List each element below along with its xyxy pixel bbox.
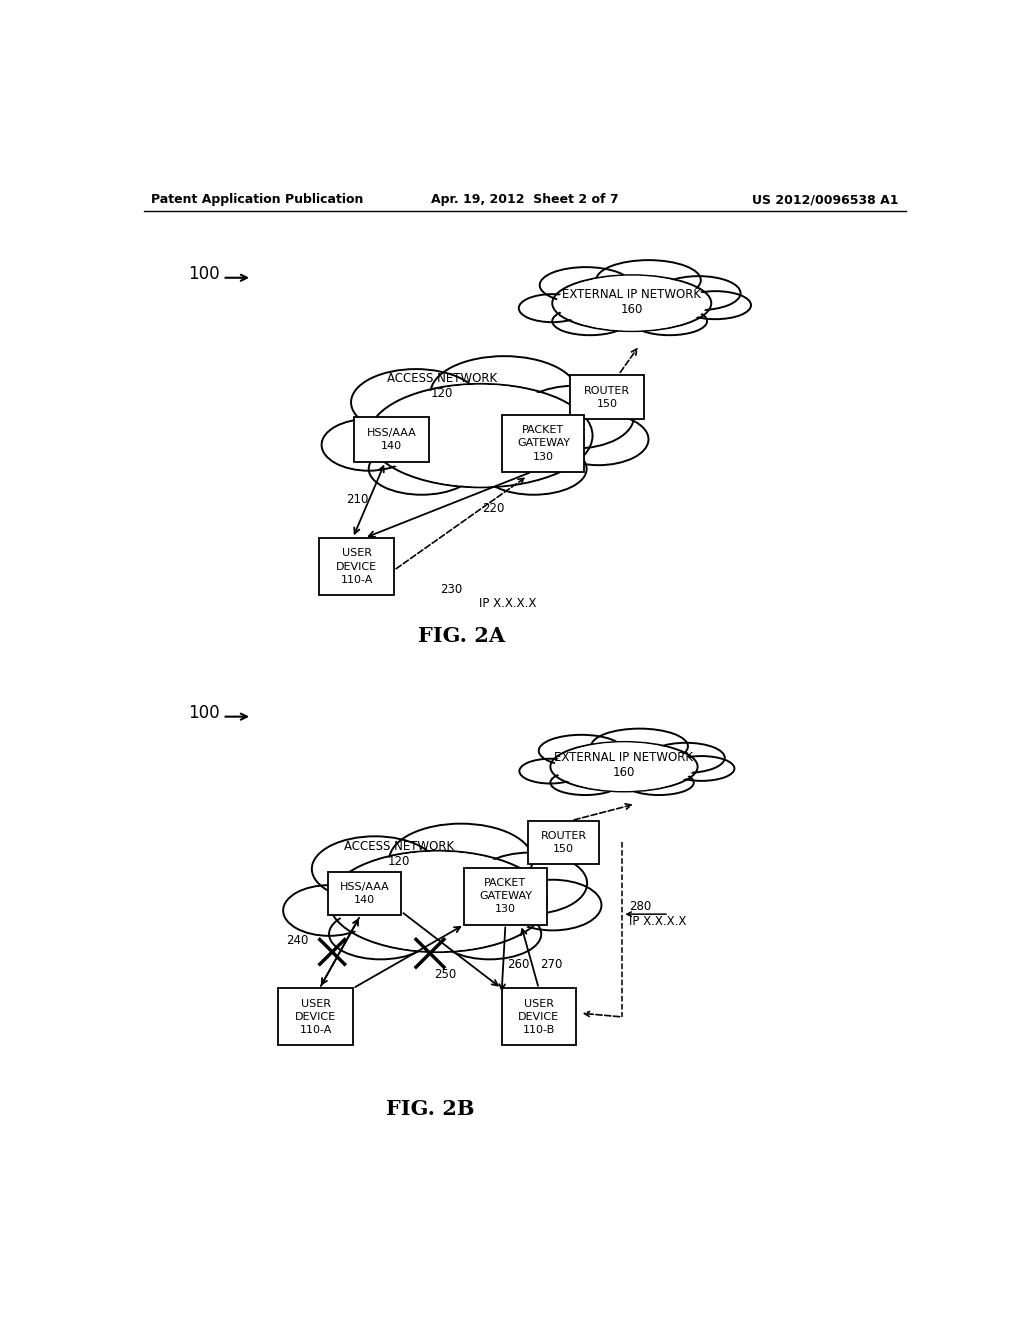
Ellipse shape [312,837,438,902]
Bar [464,867,547,924]
Ellipse shape [591,729,688,764]
Text: HSS/AAA
140: HSS/AAA 140 [340,882,389,906]
Ellipse shape [504,879,601,931]
Bar [503,414,585,471]
Ellipse shape [519,294,586,322]
Text: ROUTER
150: ROUTER 150 [541,830,587,854]
Ellipse shape [369,444,475,495]
Text: EXTERNAL IP NETWORK
160: EXTERNAL IP NETWORK 160 [555,751,693,779]
Ellipse shape [329,908,432,960]
Ellipse shape [389,824,532,896]
Text: USER
DEVICE
110-A: USER DEVICE 110-A [295,999,336,1035]
Ellipse shape [550,742,697,792]
Text: PACKET
GATEWAY
130: PACKET GATEWAY 130 [479,878,531,915]
Text: 210: 210 [346,494,369,507]
Ellipse shape [624,771,693,795]
Text: 270: 270 [541,958,562,970]
Ellipse shape [369,384,593,487]
Ellipse shape [540,267,632,304]
Bar [279,989,352,1045]
Bar [328,873,401,915]
Ellipse shape [680,292,751,319]
Text: IP X.X.X.X: IP X.X.X.X [629,915,686,928]
Ellipse shape [322,418,416,471]
Ellipse shape [335,851,542,952]
Text: 280: 280 [629,900,651,913]
Text: 100: 100 [187,704,219,722]
Ellipse shape [539,735,624,767]
Ellipse shape [632,308,708,335]
Ellipse shape [516,385,634,449]
Ellipse shape [669,756,734,781]
Text: PACKET
GATEWAY
130: PACKET GATEWAY 130 [517,425,570,462]
Text: FIG. 2B: FIG. 2B [386,1100,474,1119]
Text: USER
DEVICE
110-B: USER DEVICE 110-B [518,999,559,1035]
Text: 220: 220 [482,502,505,515]
Text: HSS/AAA
140: HSS/AAA 140 [367,428,417,451]
Text: Apr. 19, 2012  Sheet 2 of 7: Apr. 19, 2012 Sheet 2 of 7 [431,193,618,206]
Ellipse shape [552,275,712,331]
Ellipse shape [549,413,648,465]
Ellipse shape [647,743,725,774]
Text: ACCESS NETWORK
120: ACCESS NETWORK 120 [344,840,455,867]
Ellipse shape [375,385,587,487]
Ellipse shape [480,444,587,495]
Text: Patent Application Publication: Patent Application Publication [152,193,364,206]
Bar [319,539,394,595]
Bar [502,989,575,1045]
Text: ACCESS NETWORK
120: ACCESS NETWORK 120 [387,371,497,400]
Text: 260: 260 [507,958,529,970]
Ellipse shape [596,260,700,300]
Text: ROUTER
150: ROUTER 150 [584,385,630,409]
Text: US 2012/0096538 A1: US 2012/0096538 A1 [752,193,898,206]
Bar [569,375,644,420]
Ellipse shape [329,851,547,952]
Ellipse shape [438,908,542,960]
Text: FIG. 2A: FIG. 2A [418,626,505,645]
Ellipse shape [519,759,582,784]
Ellipse shape [284,886,375,936]
Text: IP X.X.X.X: IP X.X.X.X [479,597,537,610]
Text: USER
DEVICE
110-A: USER DEVICE 110-A [336,548,377,585]
Ellipse shape [554,742,693,791]
Text: EXTERNAL IP NETWORK
160: EXTERNAL IP NETWORK 160 [562,288,701,315]
Ellipse shape [550,771,621,795]
Ellipse shape [472,853,587,915]
Ellipse shape [656,276,740,310]
Ellipse shape [556,276,708,331]
Text: 250: 250 [434,969,456,981]
Text: 240: 240 [287,933,309,946]
Text: 100: 100 [187,265,219,282]
Ellipse shape [430,356,578,430]
Text: 230: 230 [440,583,463,597]
Ellipse shape [351,370,480,436]
Bar [528,821,599,863]
Ellipse shape [552,308,628,335]
Bar [354,417,429,462]
